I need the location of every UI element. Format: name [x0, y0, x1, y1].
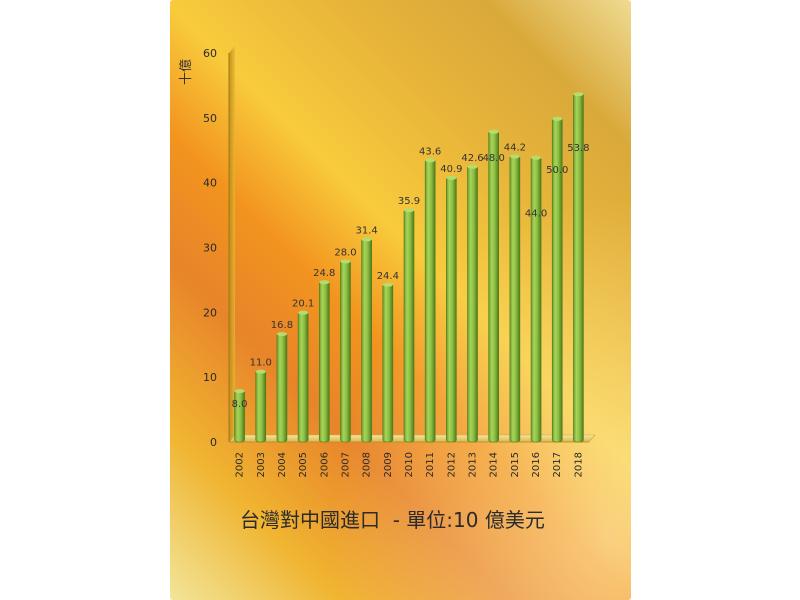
data-label: 48.0: [483, 153, 505, 164]
y-tick-label: 10: [203, 371, 217, 384]
bar-2009: [383, 284, 393, 442]
bar-top-2008: [362, 237, 372, 241]
bar-top-2009: [383, 283, 393, 287]
chart-back-wall: [229, 46, 235, 442]
data-label: 24.4: [377, 271, 399, 282]
x-tick-label: 2014: [489, 452, 500, 477]
bar-2011: [425, 159, 435, 442]
bar-top-2010: [404, 208, 414, 212]
bar-top-2003: [256, 370, 266, 374]
bar-2004: [277, 333, 287, 442]
bar-top-2017: [552, 117, 562, 121]
data-label: 35.9: [398, 196, 420, 207]
bar-top-2012: [446, 176, 456, 180]
bar-2007: [340, 260, 350, 442]
bar-2005: [298, 312, 308, 442]
data-label: 53.8: [567, 143, 589, 154]
x-tick-label: 2007: [340, 452, 351, 477]
x-tick-label: 2018: [573, 452, 584, 477]
bar-2008: [362, 238, 372, 442]
bar-top-2016: [531, 156, 541, 160]
data-label: 16.8: [271, 320, 293, 331]
bar-2014: [489, 131, 499, 442]
y-tick-label: 40: [203, 177, 217, 190]
bar-top-2018: [573, 92, 583, 96]
bar-2006: [319, 281, 329, 442]
x-tick-label: 2012: [446, 452, 457, 477]
bar-top-2014: [489, 130, 499, 134]
bar-top-2004: [277, 332, 287, 336]
bar-top-2015: [510, 154, 520, 158]
bar-top-2002: [235, 389, 245, 393]
y-tick-label: 30: [203, 242, 217, 255]
data-label: 20.1: [292, 299, 314, 310]
x-tick-label: 2011: [425, 452, 436, 477]
x-tick-label: 2017: [552, 452, 563, 477]
x-tick-label: 2003: [256, 452, 267, 477]
x-tick-label: 2015: [510, 452, 521, 477]
bar-top-2007: [340, 259, 350, 263]
data-label: 24.8: [313, 268, 335, 279]
bar-2002: [235, 390, 245, 442]
x-tick-label: 2006: [319, 452, 330, 477]
data-label: 44.0: [525, 209, 547, 220]
y-axis-label: 十億: [178, 59, 194, 85]
data-label: 31.4: [356, 225, 378, 236]
chart-bars: [235, 92, 584, 442]
x-tick-label: 2016: [531, 452, 542, 477]
bar-top-2006: [319, 280, 329, 284]
data-label: 44.2: [504, 142, 526, 153]
data-label: 40.9: [440, 164, 462, 175]
bar-top-2005: [298, 311, 308, 315]
data-label: 11.0: [250, 358, 272, 369]
y-tick-label: 60: [203, 47, 217, 60]
data-label: 50.0: [546, 165, 568, 176]
data-label: 28.0: [334, 247, 356, 258]
data-label: 8.0: [232, 399, 248, 410]
bar-2012: [446, 177, 456, 442]
y-tick-label: 50: [203, 112, 217, 125]
x-tick-label: 2008: [362, 452, 373, 477]
x-tick-label: 2005: [298, 452, 309, 477]
data-label: 43.6: [419, 146, 441, 157]
bar-top-2011: [425, 158, 435, 162]
x-tick-label: 2009: [383, 452, 394, 477]
bar-2016: [531, 157, 541, 442]
bar-2003: [256, 371, 266, 442]
bar-top-2013: [468, 165, 478, 169]
x-tick-label: 2013: [468, 452, 479, 477]
y-tick-label: 20: [203, 306, 217, 319]
y-tick-label: 0: [210, 436, 217, 449]
bar-2015: [510, 155, 520, 442]
chart-title: 台灣對中國進口 - 單位:10 億美元: [240, 504, 620, 533]
x-tick-label: 2004: [277, 452, 288, 477]
bar-2013: [468, 166, 478, 442]
data-label: 42.6: [461, 153, 483, 164]
x-tick-label: 2002: [235, 452, 246, 477]
bar-2010: [404, 209, 414, 442]
x-tick-label: 2010: [404, 452, 415, 477]
